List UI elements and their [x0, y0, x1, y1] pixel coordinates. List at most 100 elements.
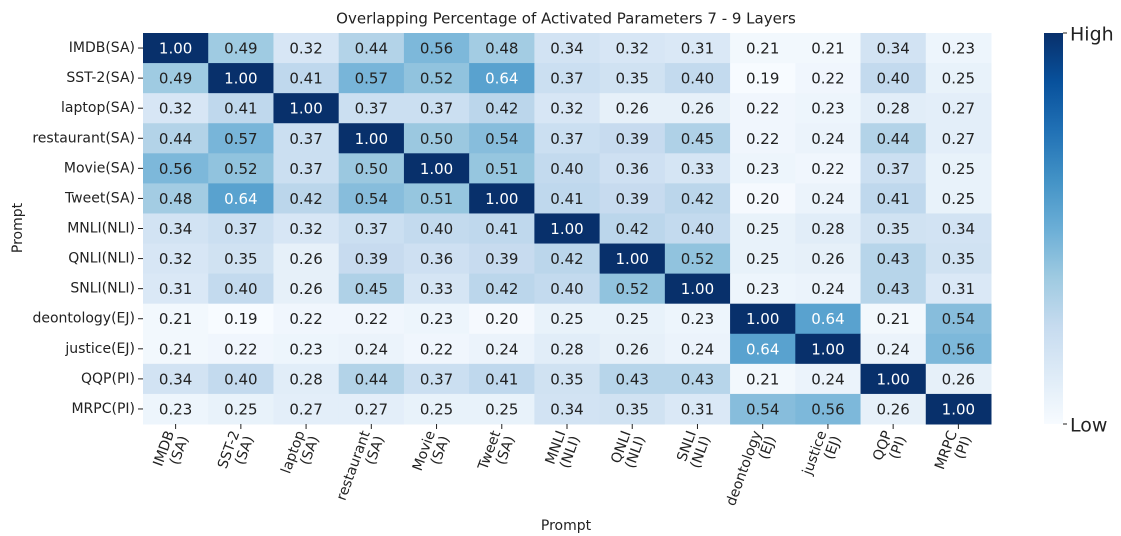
cell-label: 0.54 — [942, 310, 975, 328]
cell-label: 0.34 — [550, 40, 583, 58]
heatmap-cell — [469, 153, 535, 184]
heatmap-cell — [338, 303, 405, 335]
cell-label: 0.25 — [942, 190, 975, 208]
cell-label: 0.28 — [811, 220, 844, 238]
cell-label: 0.41 — [485, 220, 518, 238]
cell-label: 0.51 — [485, 160, 518, 178]
cell-label: 0.33 — [681, 160, 714, 178]
cell-label: 0.23 — [420, 310, 453, 328]
heatmap-cell — [338, 63, 405, 94]
cell-label: 0.21 — [876, 310, 909, 328]
heatmap-cell — [208, 153, 274, 184]
heatmap-cell — [860, 213, 927, 245]
cell-label: 0.33 — [420, 280, 453, 298]
cell-label: 0.28 — [289, 370, 322, 388]
cell-label: 0.50 — [420, 130, 453, 148]
heatmap-cell — [403, 363, 470, 395]
cell-label: 0.64 — [811, 310, 844, 328]
heatmap-cell — [730, 93, 796, 124]
heatmap-cell — [664, 93, 731, 124]
x-axis-title: Prompt — [541, 518, 592, 534]
heatmap-cell — [730, 183, 796, 214]
cell-label: 0.22 — [746, 100, 779, 118]
heatmap-cell — [925, 363, 992, 395]
heatmap-cell — [403, 183, 470, 214]
heatmap-cell — [925, 33, 992, 64]
cell-label: 0.32 — [159, 100, 192, 118]
heatmap-cell — [338, 213, 405, 245]
heatmap-cell — [925, 393, 992, 425]
cell-label: 0.23 — [811, 100, 844, 118]
colorbar — [1044, 33, 1063, 424]
cell-label: 0.25 — [616, 310, 649, 328]
heatmap-cell — [143, 213, 209, 245]
cell-label: 0.25 — [550, 310, 583, 328]
heatmap-cell — [403, 33, 470, 64]
cell-label: 0.42 — [550, 250, 583, 268]
cell-label: 0.20 — [746, 190, 779, 208]
cell-label: 0.32 — [159, 250, 192, 268]
heatmap-cell — [664, 303, 731, 335]
cell-label: 0.40 — [224, 280, 257, 298]
heatmap-cell — [403, 93, 470, 124]
heatmap-cell — [860, 333, 927, 365]
heatmap-cell — [534, 363, 601, 395]
cell-label: 0.24 — [811, 370, 844, 388]
cell-label: 0.37 — [550, 130, 583, 148]
cell-label: 0.31 — [942, 280, 975, 298]
cell-label: 0.57 — [224, 130, 257, 148]
x-tick-label: deontology — [723, 429, 765, 508]
heatmap-cell — [338, 273, 405, 305]
heatmap-cell — [469, 273, 535, 305]
x-tick-label: restaurant — [334, 428, 374, 503]
y-tick-label: Tweet(SA) — [64, 190, 135, 206]
heatmap-cell — [469, 33, 535, 64]
heatmap-cell — [338, 333, 405, 365]
heatmap-cell — [795, 63, 862, 94]
cell-label: 0.24 — [876, 340, 909, 358]
cell-label: 0.54 — [485, 130, 518, 148]
cell-label: 0.52 — [681, 250, 714, 268]
heatmap-cell — [795, 393, 862, 425]
heatmap-cell — [925, 93, 992, 124]
heatmap-cell — [403, 123, 470, 154]
heatmap-cell — [273, 63, 340, 94]
heatmap-cell — [208, 273, 274, 305]
heatmap-cell — [730, 213, 796, 245]
cell-label: 0.56 — [942, 340, 975, 358]
cell-label: 0.43 — [876, 280, 909, 298]
cell-label: 0.37 — [420, 100, 453, 118]
cell-label: 0.27 — [942, 130, 975, 148]
cell-label: 0.22 — [811, 70, 844, 88]
heatmap-cell — [795, 303, 862, 335]
heatmap-cell — [273, 153, 340, 184]
cell-label: 0.31 — [159, 280, 192, 298]
y-tick-label: laptop(SA) — [61, 100, 135, 116]
heatmap-cell — [860, 393, 927, 425]
cell-label: 0.64 — [746, 340, 779, 358]
heatmap-cell — [338, 363, 405, 395]
heatmap-cell — [925, 243, 992, 275]
heatmap-cell — [534, 243, 601, 275]
chart-title: Overlapping Percentage of Activated Para… — [336, 10, 796, 28]
cell-label: 0.41 — [224, 100, 257, 118]
cell-label: 0.42 — [485, 100, 518, 118]
cell-label: 0.35 — [616, 70, 649, 88]
y-tick-label: MNLI(NLI) — [67, 221, 135, 237]
heatmap-cell — [469, 393, 535, 425]
cell-label: 0.42 — [616, 220, 649, 238]
heatmap-cell — [469, 183, 535, 214]
heatmap-cell — [534, 393, 601, 425]
cell-label: 0.42 — [681, 190, 714, 208]
heatmap-cell — [599, 153, 666, 184]
y-axis-title: Prompt — [10, 202, 26, 253]
heatmap-cell — [208, 333, 274, 365]
y-tick-label: deontology(EJ) — [32, 311, 135, 327]
cell-label: 0.56 — [811, 400, 844, 418]
heatmap-cell — [599, 33, 666, 64]
heatmap-cell — [534, 123, 601, 154]
heatmap-cell — [273, 213, 340, 245]
heatmap-cell — [664, 183, 731, 214]
heatmap-cell — [469, 123, 535, 154]
cell-label: 0.35 — [876, 220, 909, 238]
